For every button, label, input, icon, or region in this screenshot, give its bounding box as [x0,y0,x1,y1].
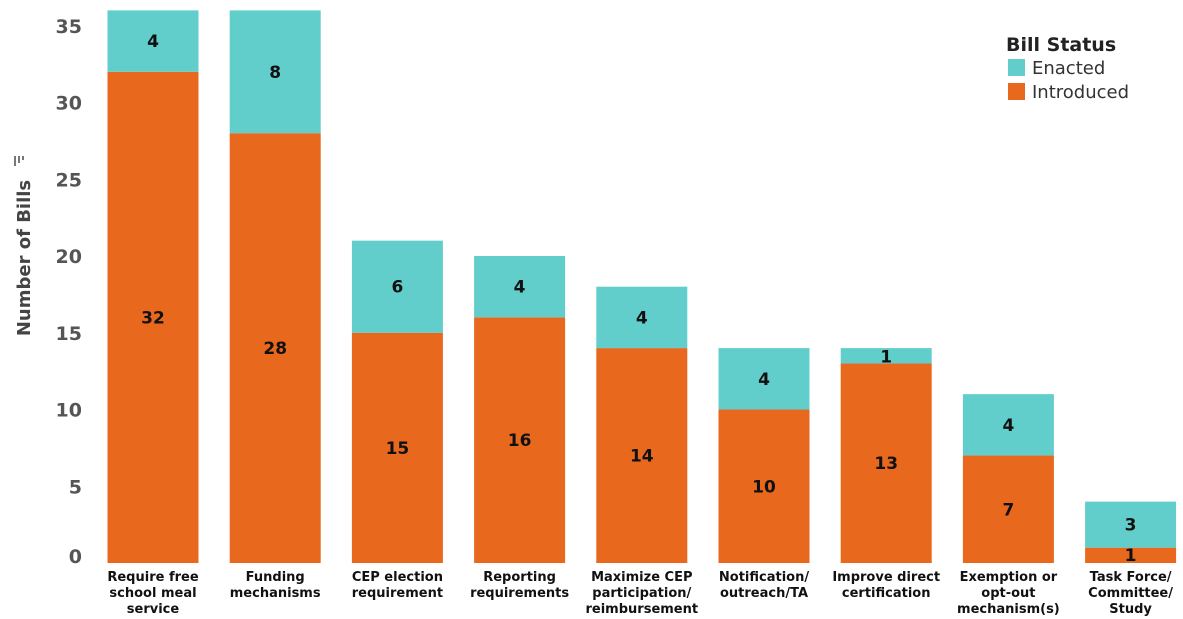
data-label-enacted: 6 [391,278,403,298]
bar-introduced [1085,547,1177,563]
category-label: Exemption or opt-out mechanism(s) [957,570,1060,617]
data-label-enacted: 4 [1002,416,1014,436]
data-label-introduced: 7 [1002,500,1014,520]
data-label-introduced: 15 [386,439,410,459]
bar-enacted [596,286,688,349]
data-label-enacted: 8 [269,63,281,83]
y-axis: 0 5 10 15 20 25 30 35 [56,16,82,568]
bar-introduced [351,332,443,563]
category-label: Funding mechanisms [230,570,321,601]
category-label: Reporting requirements [470,570,569,601]
data-label-introduced: 13 [874,454,898,474]
data-label-introduced: 10 [752,477,776,497]
bar-enacted [840,348,932,364]
category-label: Task Force/Committee/Study [1088,570,1173,617]
legend-title: Bill Status [1006,34,1116,56]
bar-enacted [474,256,566,318]
bar-introduced [229,133,321,563]
bar-introduced [107,71,199,564]
data-label-enacted: 3 [1125,516,1137,536]
y-tick-label: 35 [56,16,82,38]
y-tick-label: 30 [56,93,82,115]
category-label: Maximize CEP participation/reimbursement [586,570,699,617]
x-axis-categories: Require free school meal service Funding mec… [107,570,1173,617]
data-label-introduced: 32 [141,308,165,328]
y-tick-label: 20 [56,246,82,268]
category-label: CEP election requirement [352,570,443,601]
legend-label-introduced: Introduced [1032,82,1129,103]
data-label-enacted: 1 [880,347,892,367]
bar-enacted [107,10,199,72]
y-tick-label: 10 [56,400,82,422]
data-label-enacted: 4 [636,308,648,328]
category-label: Notification/outreach/TA [719,570,809,601]
y-axis-label: Number of Bills [14,180,35,336]
data-label-enacted: 4 [514,278,526,298]
y-tick-label: 15 [56,323,82,345]
y-tick-label: 5 [69,476,82,498]
legend-swatch-introduced [1008,83,1025,100]
bar-introduced [840,363,932,563]
bar-introduced [962,455,1054,563]
bar-enacted [1085,501,1177,548]
sort-icon [14,156,24,166]
bar-enacted [351,240,443,333]
data-label-introduced: 28 [263,339,287,359]
y-tick-label: 0 [69,546,82,568]
bar-enacted [718,348,810,410]
legend-swatch-enacted [1008,59,1025,76]
bar-introduced [474,317,566,563]
y-tick-label: 25 [56,169,82,191]
data-label-introduced: 14 [630,447,654,467]
bar-enacted [962,394,1054,456]
bar-introduced [596,348,688,563]
data-label-introduced: 1 [1125,546,1137,566]
category-label: Improve direct certification [832,570,940,601]
bar-enacted [229,10,321,134]
data-label-introduced: 16 [508,431,532,451]
data-label-enacted: 4 [758,370,770,390]
data-label-enacted: 4 [147,32,159,52]
bars [107,10,1177,564]
bar-introduced [718,409,810,563]
legend: Bill Status Enacted Introduced [1006,34,1129,103]
category-label: Require free school meal service [107,570,198,617]
legend-label-enacted: Enacted [1032,58,1105,79]
